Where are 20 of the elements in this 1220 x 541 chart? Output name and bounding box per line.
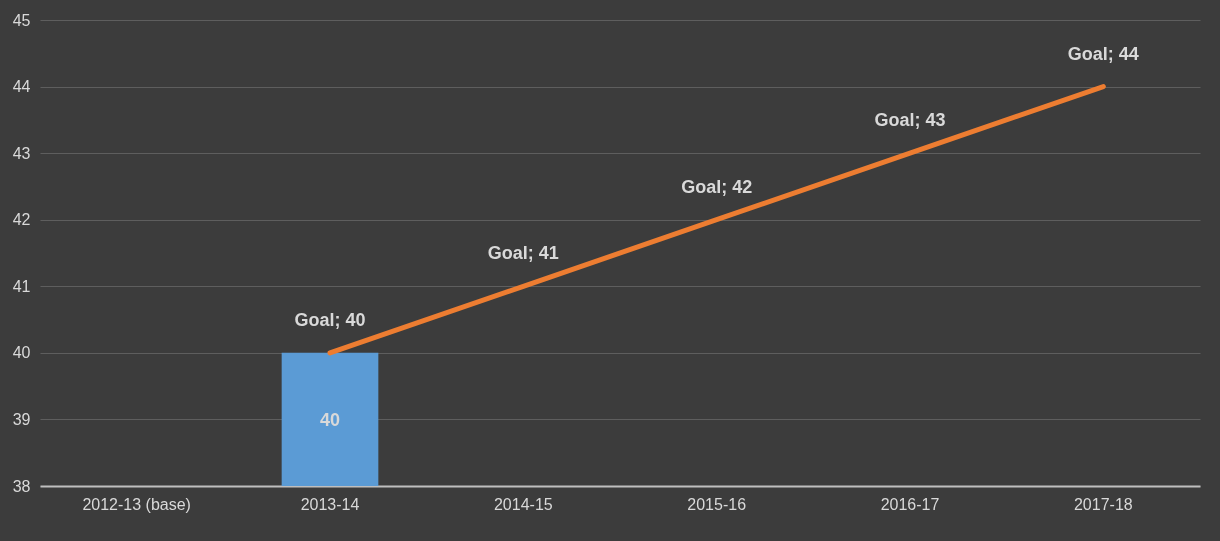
y-tick-label: 43: [12, 144, 31, 162]
x-tick-label: 2015-16: [687, 495, 747, 513]
data-label: Goal; 43: [874, 110, 946, 131]
data-label: Goal; 44: [1067, 43, 1139, 64]
y-tick-label: 39: [12, 410, 31, 428]
x-tick-label: 2014-15: [493, 495, 553, 513]
x-tick-label: 2013-14: [300, 495, 360, 513]
y-tick-label: 38: [12, 477, 31, 495]
data-label: Goal; 42: [681, 176, 753, 197]
x-tick-label: 2017-18: [1073, 495, 1133, 513]
y-tick-label: 45: [12, 11, 31, 29]
y-tick-label: 41: [12, 277, 31, 295]
data-label: Goal; 40: [294, 309, 366, 330]
data-label: 40: [319, 409, 341, 430]
data-label: Goal; 41: [487, 243, 559, 264]
y-tick-label: 42: [12, 211, 31, 229]
x-tick-label: 2016-17: [880, 495, 940, 513]
y-tick-label: 44: [12, 78, 31, 96]
x-tick-label: 2012-13 (base): [82, 495, 191, 513]
y-tick-label: 40: [12, 344, 31, 362]
